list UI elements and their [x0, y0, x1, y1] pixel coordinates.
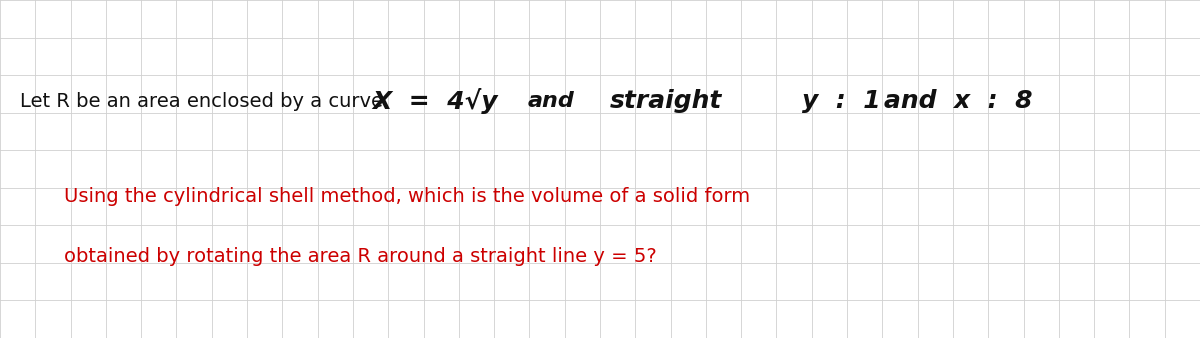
Text: and: and [528, 91, 575, 112]
Text: obtained by rotating the area R around a straight line y = 5?: obtained by rotating the area R around a… [64, 247, 656, 266]
Text: Using the cylindrical shell method, which is the volume of a solid form: Using the cylindrical shell method, whic… [64, 187, 750, 206]
Text: y  :  1: y : 1 [802, 89, 881, 114]
Text: and  x  :  8: and x : 8 [884, 89, 1033, 114]
Text: straight: straight [610, 89, 722, 114]
Text: Let R be an area enclosed by a curve.: Let R be an area enclosed by a curve. [20, 92, 390, 111]
Text: X  =  4√y: X = 4√y [372, 89, 498, 114]
